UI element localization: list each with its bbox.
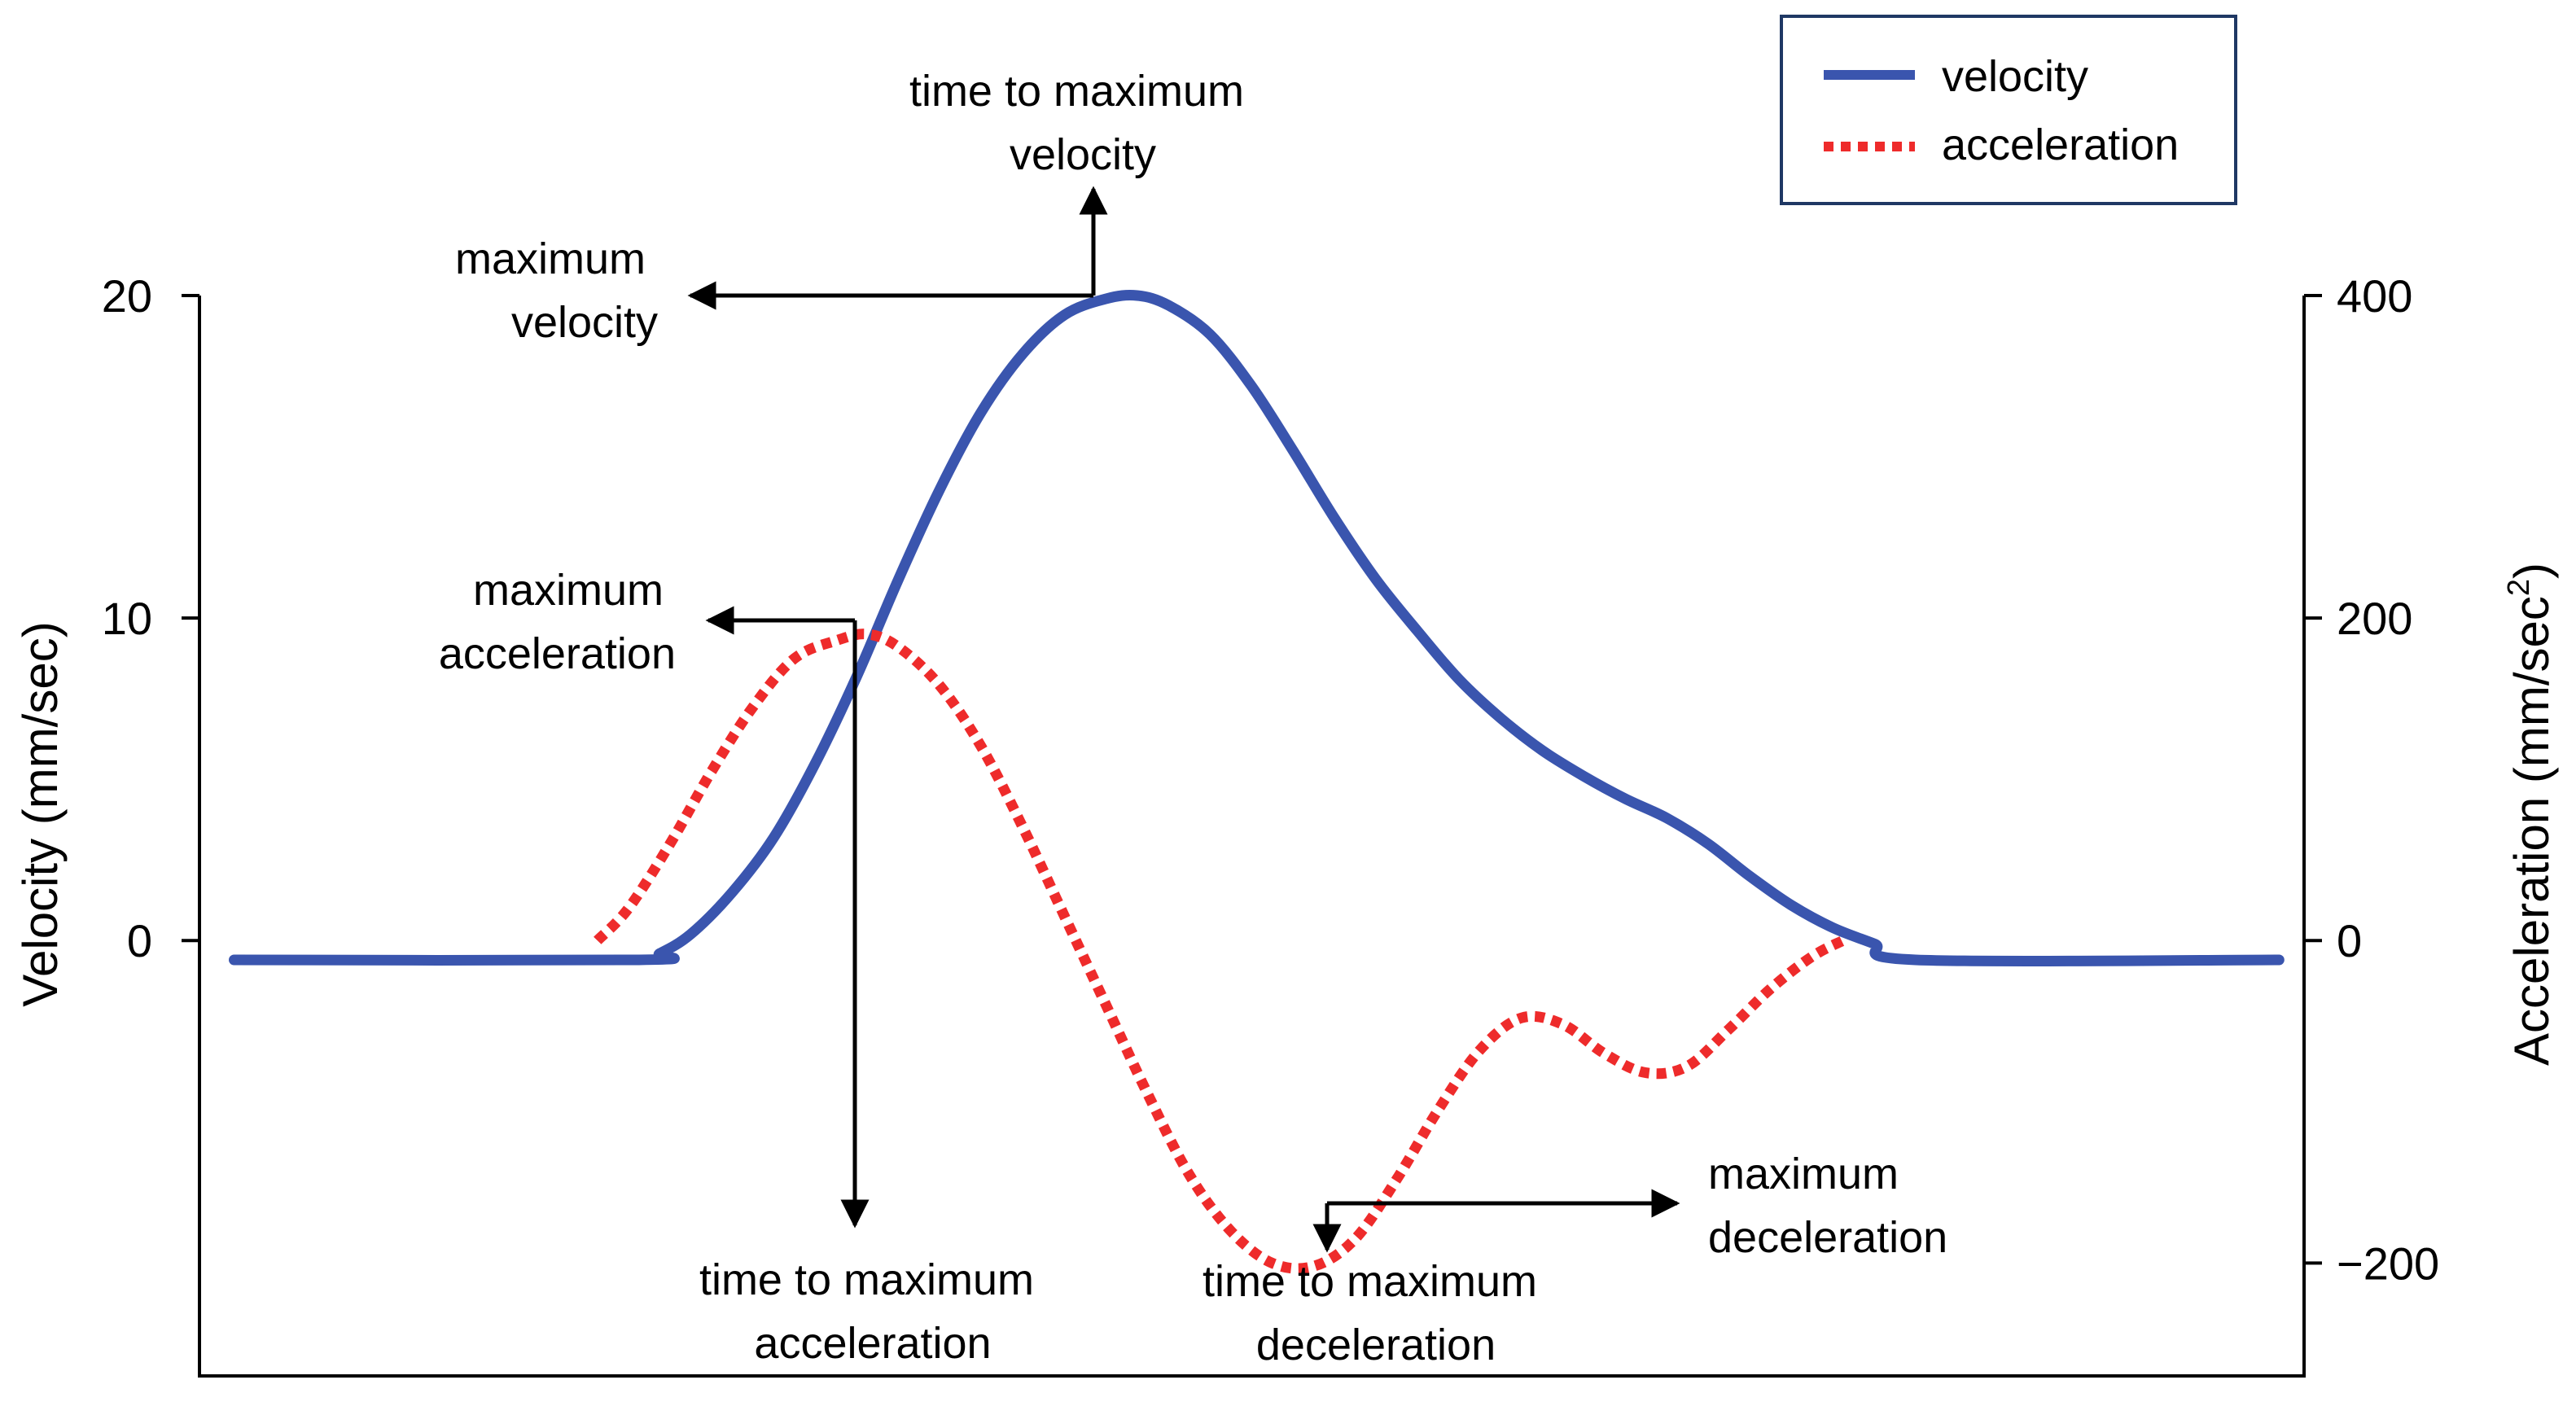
annotation-time-to-max-acceleration: time to maximum acceleration [699,1255,1046,1368]
right-tick-label-0: 0 [2337,915,2362,966]
right-tick-label-400: 400 [2337,270,2412,322]
right-axis-title: Acceleration (mm/sec2) [2502,563,2559,1066]
annotation-max-velocity: maximum velocity [455,234,658,347]
legend-box [1780,15,2237,205]
right-axis-title-close: ) [2504,563,2559,579]
annotation-arrows [687,186,1680,1253]
right-tick-label-200: 200 [2337,593,2412,644]
left-axis-ticks: 0 10 20 [102,270,199,966]
legend-velocity-label: velocity [1942,52,2088,101]
annotation-max-acceleration: maximum acceleration [439,566,676,678]
left-axis-title: Velocity (mm/sec) [13,621,68,1006]
annotations: time to maximum velocity maximum velocit… [439,67,1947,1369]
left-tick-label-10: 10 [102,593,152,644]
right-axis-title-main: Acceleration (mm/sec [2504,596,2559,1066]
acceleration-line [594,629,1846,1274]
legend-acceleration-label: acceleration [1942,120,2179,169]
annotation-time-to-max-velocity: time to maximum velocity [909,67,1256,179]
right-tick-label--200: −200 [2337,1238,2439,1289]
legend: velocity acceleration [1780,15,2237,205]
right-axis-title-superscript: 2 [2502,579,2536,596]
left-tick-label-20: 20 [102,270,152,322]
velocity-line [229,290,2285,966]
annotation-time-to-max-deceleration: time to maximum deceleration [1203,1257,1549,1369]
right-axis-ticks: −200 0 200 400 [2304,270,2439,1289]
axes [198,296,2306,1378]
left-tick-label-0: 0 [127,915,152,966]
annotation-max-deceleration: maximum deceleration [1708,1150,1947,1262]
